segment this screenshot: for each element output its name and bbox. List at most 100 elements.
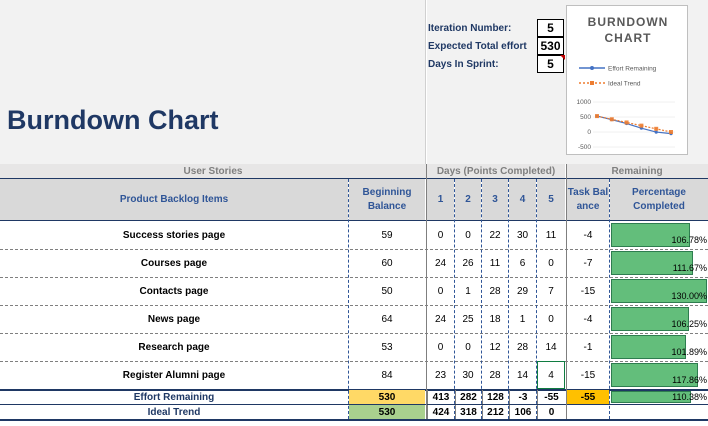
iteration-number-cell[interactable]: 5 [537,19,564,37]
row-task-balance[interactable]: -4 [583,229,593,241]
ideal-trend-day-1[interactable]: 424 [427,405,454,419]
row-beginning-balance[interactable]: 64 [381,313,393,325]
row-percentage-completed[interactable]: 106.78% [671,235,707,245]
row-item-name[interactable]: Courses page [140,257,208,269]
data-point [639,123,644,128]
row-day-2[interactable]: 26 [462,257,474,269]
row-day-5[interactable]: 14 [545,341,557,353]
effort-remaining-day-3[interactable]: 128 [482,390,508,404]
header-border [0,178,708,179]
row-beginning-balance[interactable]: 53 [381,341,393,353]
col-divider [426,164,427,419]
row-divider [0,333,708,334]
row-divider [0,305,708,306]
legend-marker [590,81,594,85]
row-day-3[interactable]: 28 [489,369,501,381]
header-day-4: 4 [509,179,536,220]
row-day-4[interactable]: 29 [516,285,529,297]
row-percentage-completed[interactable]: 117.86% [672,375,707,385]
row-day-2[interactable]: 0 [465,341,471,353]
header-day-5: 5 [537,179,565,220]
effort-remaining-day-2[interactable]: 282 [455,390,481,404]
row-percentage-bar [611,335,686,359]
row-item-name[interactable]: Register Alumni page [122,369,226,381]
row-task-balance[interactable]: -15 [580,285,596,297]
row-day-3[interactable]: 11 [489,257,501,269]
header-percentage-completed: Percentage Completed [610,179,708,220]
effort-remaining-begin[interactable]: 530 [349,390,425,404]
row-divider [0,361,708,362]
row-day-3[interactable]: 18 [489,313,501,325]
row-item-name[interactable]: Contacts page [139,285,209,297]
row-day-2[interactable]: 30 [462,369,474,381]
row-day-1[interactable]: 24 [434,313,447,325]
page-title: Burndown Chart [7,104,219,135]
row-percentage-completed[interactable]: 130.00% [671,291,707,301]
row-task-balance[interactable]: -7 [583,257,593,269]
row-day-1[interactable]: 24 [434,257,447,269]
effort-remaining-balance[interactable]: -55 [567,390,609,404]
row-day-3[interactable]: 28 [489,285,501,297]
section-user-stories: User Stories [0,164,426,178]
row-percentage-completed[interactable]: 106.25% [671,319,707,329]
ideal-trend-day-2[interactable]: 318 [455,405,481,419]
row-item-name[interactable]: News page [147,313,201,325]
ideal-trend-day-5[interactable]: 0 [537,405,565,419]
effort-remaining-percentage[interactable]: 110.38% [672,392,707,402]
data-point [654,130,658,134]
row-day-4[interactable]: 28 [516,341,529,353]
row-day-5[interactable]: 11 [545,229,557,241]
row-day-5[interactable]: 0 [548,313,554,325]
row-day-3[interactable]: 22 [489,229,501,241]
row-day-3[interactable]: 12 [489,341,501,353]
row-task-balance[interactable]: -1 [583,341,593,353]
col-divider [566,164,567,419]
row-beginning-balance[interactable]: 60 [381,257,393,269]
ideal-trend-day-4[interactable]: 106 [509,405,536,419]
effort-remaining-day-5[interactable]: -55 [537,390,565,404]
effort-remaining-label: Effort Remaining [133,391,215,403]
effort-remaining-day-4[interactable]: -3 [509,390,536,404]
row-item-name[interactable]: Success stories page [122,229,226,241]
row-day-1[interactable]: 23 [434,369,447,381]
burndown-chart[interactable]: BURNDOWN CHART Effort Remaining Ideal Tre… [566,5,688,155]
day-col-divider [481,179,482,419]
bottom-border [0,419,708,421]
row-day-5[interactable]: 0 [548,257,554,269]
comment-indicator-icon [560,55,565,60]
row-day-1[interactable]: 0 [437,229,444,241]
row-divider [0,249,708,250]
row-task-balance[interactable]: -15 [580,369,596,381]
ideal-trend-begin[interactable]: 530 [349,405,425,419]
expected-effort-cell[interactable]: 530 [537,37,564,55]
row-day-4[interactable]: 30 [516,229,529,241]
row-day-4[interactable]: 14 [516,369,529,381]
day-col-divider [508,179,509,419]
row-day-2[interactable]: 1 [465,285,471,297]
days-in-sprint-cell[interactable]: 5 [537,55,564,73]
row-beginning-balance[interactable]: 59 [381,229,393,241]
row-day-1[interactable]: 0 [437,285,444,297]
row-day-4[interactable]: 6 [519,257,526,269]
ideal-trend-day-3[interactable]: 212 [482,405,508,419]
row-day-2[interactable]: 25 [462,313,474,325]
row-task-balance[interactable]: -4 [583,313,593,325]
row-day-5[interactable]: 7 [548,285,554,297]
row-percentage-bar [611,279,707,303]
iteration-number-label: Iteration Number: [428,22,512,34]
row-percentage-completed[interactable]: 101.89% [671,347,707,357]
row-day-5[interactable]: 4 [537,361,565,389]
row-day-4[interactable]: 1 [519,313,526,325]
row-item-name[interactable]: Research page [138,341,210,353]
row-day-1[interactable]: 0 [437,341,444,353]
row-day-2[interactable]: 0 [465,229,471,241]
row-percentage-bar [611,251,693,275]
row-beginning-balance[interactable]: 84 [381,369,393,381]
effort-remaining-day-1[interactable]: 413 [427,390,454,404]
chart-canvas: Effort Remaining Ideal Trend 1000 500 0 -500 [577,66,675,151]
data-point [624,120,629,125]
col-divider [609,179,610,419]
row-percentage-completed[interactable]: 111.67% [672,263,707,273]
row-beginning-balance[interactable]: 50 [381,285,393,297]
series-line [596,115,672,135]
